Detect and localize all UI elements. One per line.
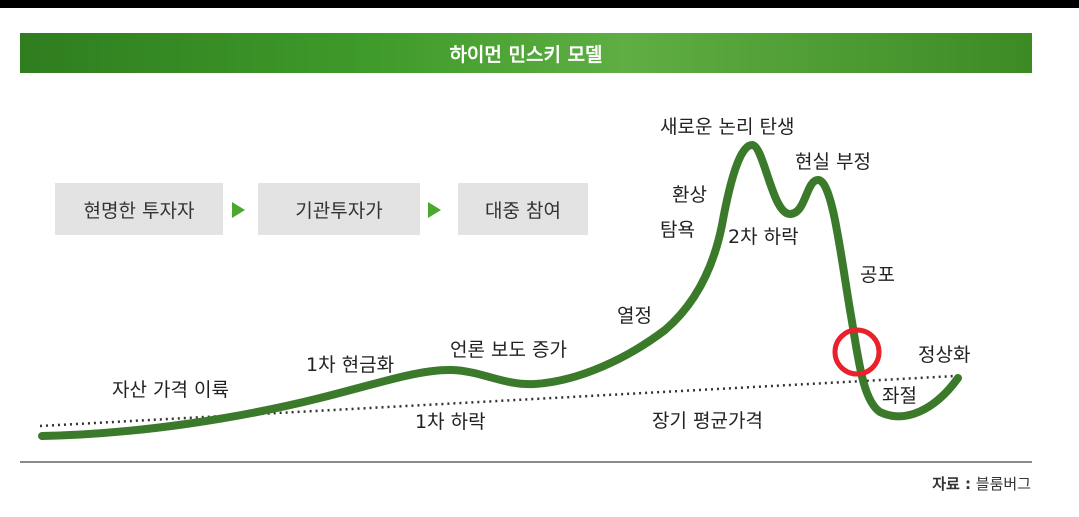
title-banner: 하이먼 민스키 모델	[20, 33, 1032, 73]
stage-public-participation: 대중 참여	[458, 183, 588, 235]
label-fear: 공포	[860, 264, 895, 286]
long-term-mean-line	[39, 374, 956, 428]
stage-institutional-investors: 기관투자가	[258, 183, 420, 235]
label-enthusiasm: 열정	[617, 305, 652, 327]
label-first-decline: 1차 하락	[415, 411, 486, 433]
label-denial: 현실 부정	[795, 151, 871, 173]
label-euphoria: 환상	[672, 184, 707, 206]
price-curve	[38, 141, 962, 440]
label-first-monetization: 1차 현금화	[306, 354, 395, 376]
arrow-icon	[428, 202, 441, 218]
arrow-icon	[232, 202, 245, 218]
label-media-coverage: 언론 보도 증가	[450, 339, 567, 361]
label-asset-price-rise: 자산 가격 이륙	[112, 379, 229, 401]
stage-label: 기관투자가	[295, 199, 383, 222]
label-new-paradigm: 새로운 논리 탄생	[660, 116, 795, 138]
current-position-marker	[832, 327, 882, 377]
label-long-term-mean: 장기 평균가격	[652, 410, 763, 432]
label-second-decline: 2차 하락	[728, 226, 799, 248]
diagram-title: 하이먼 민스키 모델	[449, 43, 603, 66]
source-value: 블룸버그	[975, 475, 1031, 493]
source-label: 자료 :	[932, 475, 972, 493]
source-note: 자료 : 블룸버그	[932, 473, 1031, 494]
label-capitulation: 좌절	[882, 385, 917, 407]
stage-smart-investors: 현명한 투자자	[55, 183, 223, 235]
top-bar	[0, 0, 1079, 8]
label-greed: 탐욕	[660, 219, 695, 241]
label-normalization: 정상화	[918, 344, 971, 366]
stage-label: 현명한 투자자	[83, 199, 195, 222]
stage-label: 대중 참여	[485, 199, 561, 222]
